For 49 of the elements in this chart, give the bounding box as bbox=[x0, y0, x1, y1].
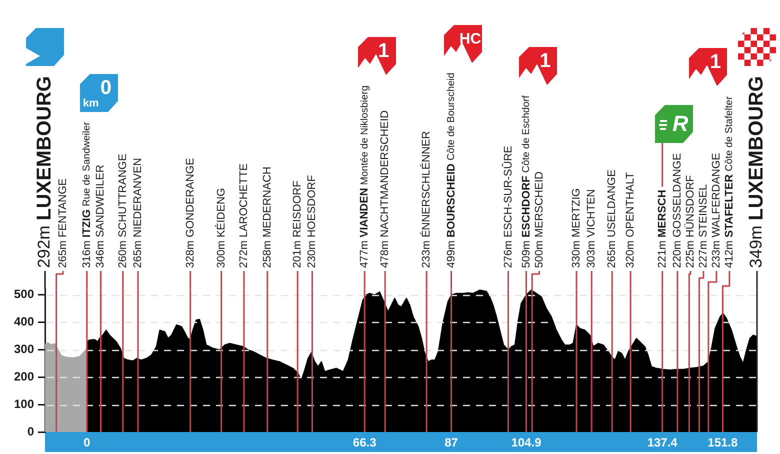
text: 1 bbox=[540, 50, 551, 72]
ref-line-label: 509m ESCHDORF Côte de Eschdorf bbox=[520, 95, 532, 268]
text: 292m LUXEMBOURG bbox=[34, 76, 56, 268]
x-tick-label: 104.9 bbox=[511, 436, 542, 450]
y-tick-label: 100 bbox=[14, 396, 34, 411]
ref-line-label: 227m STEINSEL bbox=[697, 184, 710, 268]
x-tick-label: 137.4 bbox=[647, 436, 678, 450]
ref-line-label: 300m KÉIDENG bbox=[214, 188, 228, 268]
ref-line-label: 276m ESCH-SUR-SÛRE bbox=[501, 146, 514, 268]
ref-line-label: 316m ITZIG Rue de Sandweiler bbox=[80, 121, 93, 268]
text: km bbox=[82, 97, 99, 110]
x-tick-label: 87 bbox=[444, 436, 458, 450]
ref-line-label: 265m FENTANGE bbox=[57, 178, 70, 268]
ref-line-label: 412m STAFELTER Côte de Stafelter bbox=[723, 96, 736, 268]
ref-line-label: 225m HÜNSDORF bbox=[683, 174, 696, 268]
text: 0 bbox=[100, 76, 112, 99]
ref-line-label: 221m MERSCH bbox=[656, 190, 668, 268]
ref-line-label: 349m LUXEMBOURG bbox=[746, 76, 768, 268]
ref-line-label: 265m NIEDERANVEN bbox=[132, 158, 144, 268]
ref-line-label: 330m MERTZIG bbox=[570, 188, 583, 268]
ref-line-label: 230m HOESDORF bbox=[306, 174, 318, 268]
text: 1 bbox=[710, 51, 721, 74]
y-tick-label: 200 bbox=[14, 369, 34, 384]
y-tick-label: 300 bbox=[14, 342, 34, 356]
ref-line-label: 328m GONDERANGE bbox=[184, 158, 196, 268]
ref-line-label: 499m BOURSCHEID Côte de Bourscheid bbox=[445, 72, 458, 268]
ref-line-label: 201m REISDORF bbox=[292, 180, 304, 268]
y-tick-label: 400 bbox=[14, 314, 34, 328]
ref-line-label: 303m VICHTEN bbox=[586, 189, 598, 268]
ref-line-label: 220m GOSSELDANGE bbox=[671, 153, 684, 268]
ref-line-label: 320m OPENTHALT bbox=[624, 172, 637, 268]
ref-line-label: 258m MEDERNACH bbox=[261, 166, 274, 268]
y-tick-label: 0 bbox=[27, 424, 34, 438]
x-tick-label: 66.3 bbox=[352, 436, 377, 450]
ref-line-label: 272m LAROCHETTE bbox=[238, 163, 250, 268]
text: R bbox=[672, 111, 688, 136]
ref-line-label: 346m SANDWEILER bbox=[94, 164, 107, 268]
ref-line-label: 478m NACHTMANDERSCHEID bbox=[379, 110, 392, 268]
y-tick-label: 500 bbox=[14, 287, 34, 302]
ref-line-label: 265m USELDANGE bbox=[606, 170, 618, 268]
ref-line-label: 477m VIANDEN Montée de Niklosbierg bbox=[358, 85, 371, 268]
ref-line-label: 233m ÉNNERSCHLÉNNER bbox=[420, 131, 433, 268]
text: HC bbox=[459, 30, 482, 48]
ref-line-label: 233m WALFERDANGE bbox=[710, 152, 722, 268]
ref-line-label: 260m SCHUTTRANGE bbox=[116, 154, 129, 268]
ref-line-label: 500m MERSCHEID bbox=[533, 171, 546, 268]
text: 1 bbox=[378, 40, 390, 62]
x-tick-label: 151.8 bbox=[708, 436, 738, 450]
x-tick-label: 0 bbox=[84, 436, 91, 450]
